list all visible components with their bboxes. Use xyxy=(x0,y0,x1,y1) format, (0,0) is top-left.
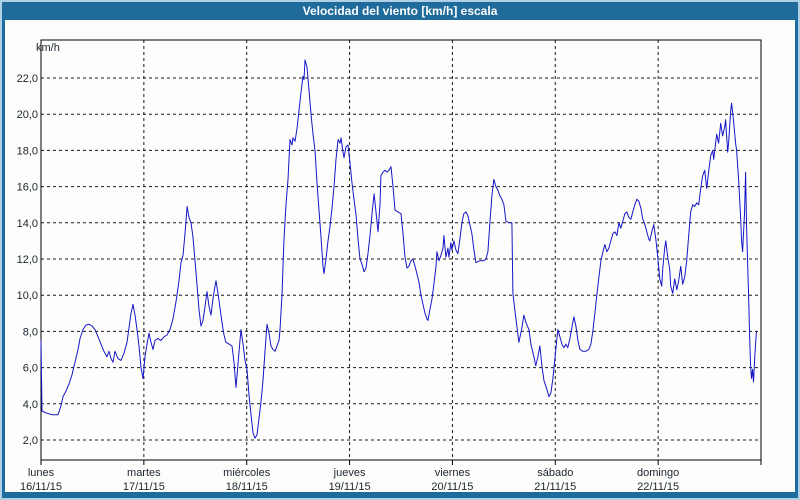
y-tick-label: 6,0 xyxy=(23,363,38,375)
y-tick-label: 12,0 xyxy=(17,254,38,266)
y-tick-label: 10,0 xyxy=(17,290,38,302)
x-day-label: jueves xyxy=(333,467,366,479)
wind-speed-series-line xyxy=(40,59,757,439)
x-day-label: martes xyxy=(127,467,161,479)
y-tick-label: 20,0 xyxy=(17,109,38,121)
chart-title-bar: Velocidad del viento [km/h] escala xyxy=(2,2,798,20)
y-tick-label: 8,0 xyxy=(23,326,38,338)
x-date-label: 17/11/15 xyxy=(123,481,165,493)
x-day-label: lunes xyxy=(28,467,55,479)
plot-border xyxy=(40,39,762,461)
x-day-label: domingo xyxy=(637,467,679,479)
x-date-label: 19/11/15 xyxy=(329,481,371,493)
x-day-label: sábado xyxy=(537,467,573,479)
x-day-label: viernes xyxy=(435,467,471,479)
y-tick-label: 18,0 xyxy=(17,145,38,157)
chart-title: Velocidad del viento [km/h] escala xyxy=(302,4,498,18)
y-tick-label: 4,0 xyxy=(23,399,38,411)
y-tick-label: 14,0 xyxy=(17,218,38,230)
x-date-label: 21/11/15 xyxy=(534,481,576,493)
y-tick-label: 16,0 xyxy=(17,182,38,194)
y-tick-label: 2,0 xyxy=(23,435,38,447)
y-tick-label: 22,0 xyxy=(17,73,38,85)
x-date-label: 18/11/15 xyxy=(226,481,268,493)
x-date-label: 20/11/15 xyxy=(431,481,473,493)
x-date-label: 22/11/15 xyxy=(637,481,679,493)
x-date-label: 16/11/15 xyxy=(20,481,62,493)
chart-background xyxy=(5,20,795,492)
x-day-label: miércoles xyxy=(223,467,271,479)
y-axis-unit-label: km/h xyxy=(36,42,60,54)
